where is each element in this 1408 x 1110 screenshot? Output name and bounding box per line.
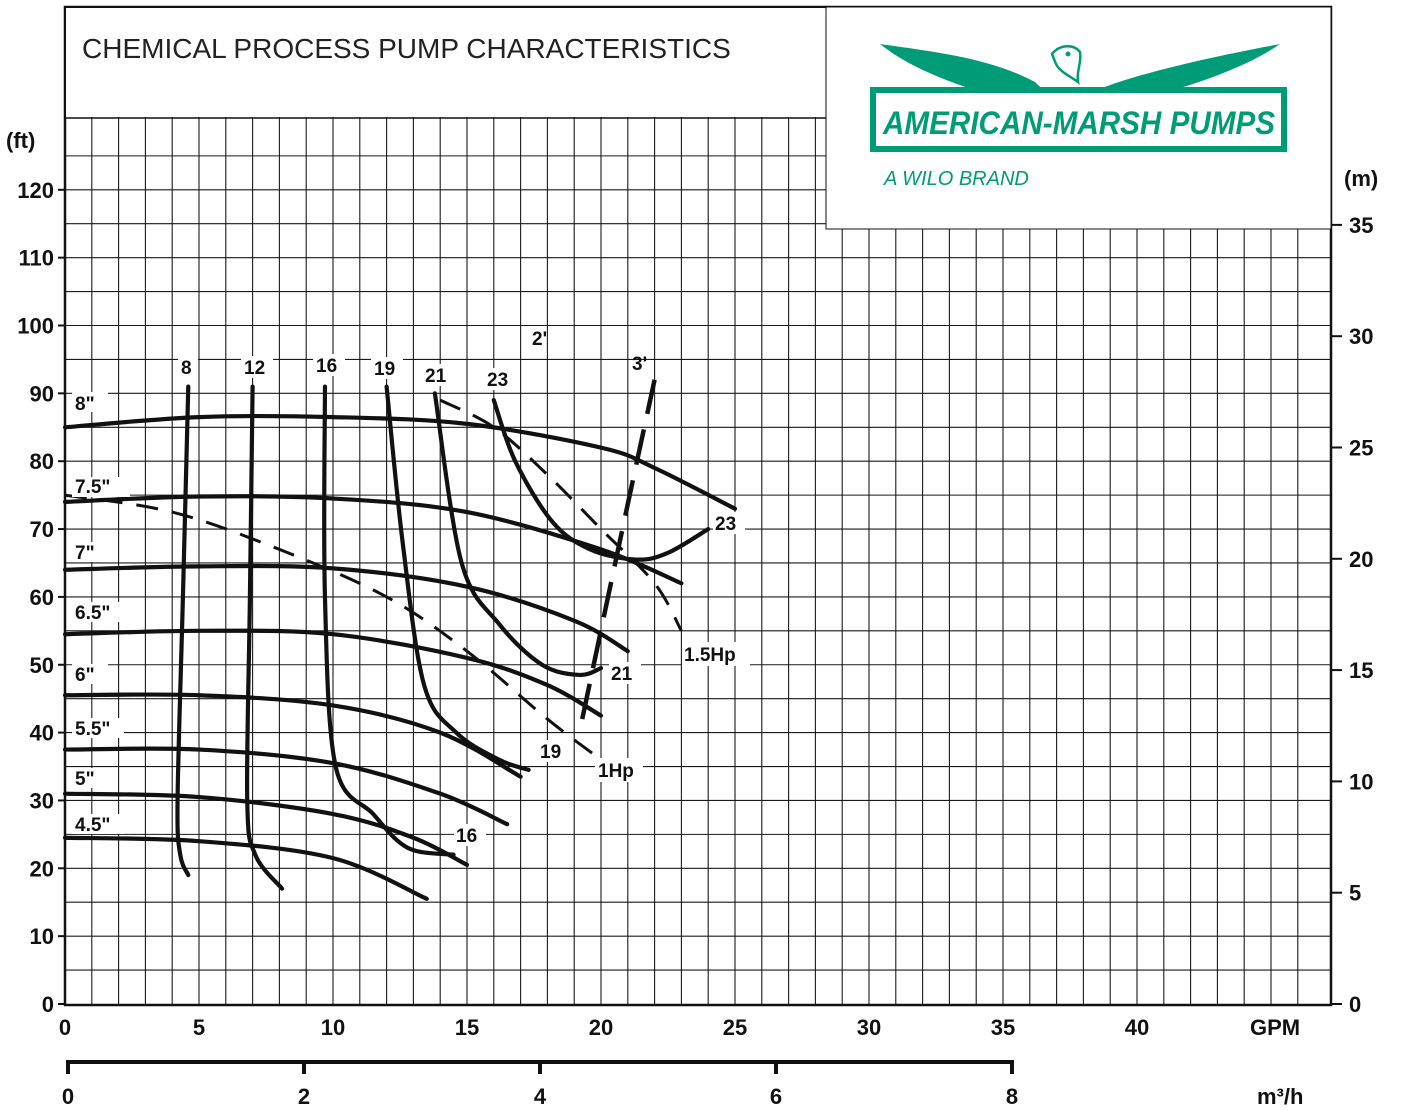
curve-label-7in: 7" [75,543,95,564]
y2-tick-label: 0 [1349,992,1361,1017]
y-tick-label: 60 [30,585,54,610]
brand-name: AMERICAN-MARSH PUMPS [882,105,1276,141]
x2-tick-label: 0 [62,1084,74,1109]
x-tick-label: 15 [455,1015,479,1040]
curve-label-5-5in: 5.5" [75,719,110,740]
npsh-label-12-top: 12 [244,358,265,379]
npsh-label-19-top: 19 [374,359,395,380]
axes: (ft) (m) GPM m³/h 0102030405060708090100… [6,128,1378,1109]
curve-label-8in: 8" [75,394,95,415]
y-axis-unit-ft: (ft) [6,128,35,153]
y2-tick-label: 25 [1349,435,1373,460]
y2-tick-label: 5 [1349,881,1361,906]
impeller-curve-7 [62,835,429,901]
x2-tick-label: 6 [770,1084,782,1109]
logo-frame [870,87,1287,152]
curve-label-4-5in: 4.5" [75,815,110,836]
curve-label-5in: 5" [75,769,95,790]
npsh-label-23-end: 23 [715,514,736,535]
y-tick-label: 100 [17,314,54,339]
npsh-label-23-top: 23 [487,370,508,391]
title-box [66,8,825,117]
npsh-curve-3 [384,384,531,773]
curves [62,379,738,901]
y2-tick-label: 15 [1349,658,1373,683]
impeller-curve-5 [62,746,510,827]
x2-tick-label: 4 [534,1084,547,1109]
y-tick-label: 10 [30,924,54,949]
hp-label-1hp: 1Hp [598,761,634,782]
y-tick-label: 70 [30,517,54,542]
npsh-curve-4 [432,391,604,678]
x-tick-label: 10 [321,1015,345,1040]
y-tick-label: 20 [30,856,54,881]
brand-tagline: A WILO BRAND [883,168,1029,190]
y-tick-label: 80 [30,449,54,474]
npsh-label-21-end: 21 [611,664,633,685]
x-tick-label: 25 [723,1015,747,1040]
annotation-3ft: 3' [632,354,647,375]
npsh-curve-0 [175,384,191,878]
y-tick-label: 50 [30,653,54,678]
npsh-label-16-end: 16 [456,826,477,847]
y-tick-label: 110 [19,246,55,271]
x2-tick-label: 2 [298,1084,310,1109]
y-axis-unit-m: (m) [1344,166,1378,191]
npsh-label-21-top: 21 [425,366,447,387]
x-tick-label: 20 [589,1015,613,1040]
y-tick-label: 120 [17,178,54,203]
x2-axis-unit-m3h: m³/h [1257,1084,1303,1109]
curve-labels: 8" 7.5" 7" 6.5" 6" 5.5" 5" 4.5" 8 12 16 … [72,329,750,847]
x2-tick-label: 8 [1006,1084,1018,1109]
npsh-label-19-end: 19 [540,742,561,763]
curve-label-7-5in: 7.5" [75,477,110,498]
x-tick-label: 5 [193,1015,205,1040]
y2-tick-label: 35 [1349,213,1373,238]
curve-label-6-5in: 6.5" [75,603,110,624]
x-tick-label: 35 [991,1015,1015,1040]
npsh-label-8-top: 8 [181,358,192,379]
annotation-2ft: 2' [532,329,547,350]
npsh-label-16-top: 16 [316,356,337,377]
hp-curve-0 [64,493,602,761]
npsh-curve-1 [244,384,285,891]
chart-title: CHEMICAL PROCESS PUMP CHARACTERISTICS [82,33,731,64]
y2-tick-label: 30 [1349,324,1373,349]
x-tick-label: 40 [1125,1015,1149,1040]
npsh-curve-5 [491,398,711,562]
impeller-curve-0 [62,413,738,511]
y2-tick-label: 20 [1349,547,1373,572]
y-tick-label: 40 [30,721,54,746]
axis-ticks: 0102030405060708090100110120051015202530… [17,178,1373,1109]
y-tick-label: 90 [30,381,54,406]
impeller-curve-1 [62,494,684,586]
x-axis-unit-gpm: GPM [1250,1015,1300,1040]
npsh-curve-2 [322,384,456,857]
y-tick-label: 0 [42,992,54,1017]
x-tick-label: 0 [59,1015,71,1040]
y2-tick-label: 10 [1349,769,1373,794]
impeller-curve-3 [62,628,604,718]
impeller-curve-2 [62,563,630,654]
y-tick-label: 30 [30,788,54,813]
hp-label-1-5hp: 1.5Hp [684,645,736,666]
x-tick-label: 30 [857,1015,881,1040]
impeller-curve-6 [62,791,470,868]
curve-label-6in: 6" [75,665,95,686]
